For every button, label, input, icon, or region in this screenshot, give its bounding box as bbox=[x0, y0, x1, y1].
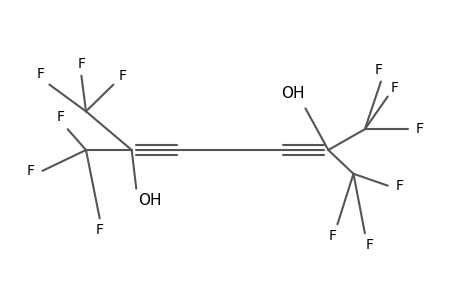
Text: F: F bbox=[415, 122, 423, 136]
Text: F: F bbox=[328, 229, 336, 243]
Text: F: F bbox=[390, 81, 398, 94]
Text: F: F bbox=[374, 63, 382, 77]
Text: F: F bbox=[57, 110, 65, 124]
Text: F: F bbox=[118, 69, 126, 83]
Text: F: F bbox=[364, 238, 373, 252]
Text: F: F bbox=[36, 67, 44, 81]
Text: OH: OH bbox=[138, 193, 162, 208]
Text: F: F bbox=[95, 223, 103, 237]
Text: F: F bbox=[77, 57, 85, 71]
Text: F: F bbox=[27, 164, 35, 178]
Text: OH: OH bbox=[280, 86, 304, 101]
Text: F: F bbox=[394, 179, 402, 193]
